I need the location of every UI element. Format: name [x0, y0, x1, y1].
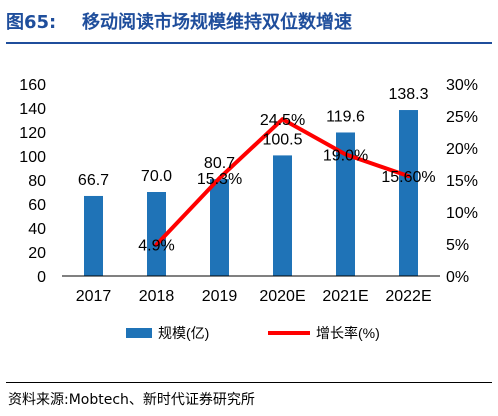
growth-line-series: [154, 117, 411, 247]
right-y-axis: 0% 5% 10% 15% 20% 25% 30%: [446, 77, 478, 286]
figure-title: 图65: 移动阅读市场规模维持双位数增速: [6, 10, 352, 36]
right-axis-tick-label: 15%: [446, 173, 478, 190]
right-axis-tick-label: 10%: [446, 205, 478, 222]
x-axis-tick-label: 2022E: [385, 288, 431, 305]
x-axis-tick-label: 2021E: [322, 288, 368, 305]
bar: [336, 132, 355, 276]
left-axis-tick-label: 60: [28, 197, 46, 214]
x-axis-tick-label: 2018: [139, 288, 175, 305]
bar: [399, 110, 418, 276]
left-axis-tick-label: 120: [19, 125, 46, 142]
right-axis-tick-label: 25%: [446, 109, 478, 126]
right-axis-tick-label: 0%: [446, 269, 469, 286]
bar: [273, 155, 292, 276]
bar-value-label: 66.7: [78, 172, 109, 189]
left-axis-tick-label: 160: [19, 77, 46, 94]
left-y-axis: 0 20 40 60 80 100 120 140 160: [19, 77, 46, 286]
legend-bar-swatch: [126, 328, 152, 338]
x-axis: 2017 2018 2019 2020E 2021E 2022E: [62, 275, 440, 305]
legend: 规模(亿) 增长率(%): [126, 325, 380, 341]
left-axis-tick-label: 40: [28, 221, 46, 238]
right-axis-tick-label: 20%: [446, 141, 478, 158]
bar: [84, 195, 103, 276]
source-rule: [6, 382, 492, 383]
line-data-labels: 4.9% 15.3% 24.5% 19.0% 15.60%: [138, 112, 435, 254]
bar-value-label: 80.7: [204, 155, 235, 172]
chart: 0 20 40 60 80 100 120 140 160 0% 5% 10% 15% 20% 25% 30…: [19, 77, 478, 341]
growth-value-label: 19.0%: [323, 147, 368, 164]
left-axis-tick-label: 140: [19, 101, 46, 118]
growth-value-label: 15.3%: [197, 171, 242, 188]
left-axis-tick-label: 80: [28, 173, 46, 190]
bar-value-label: 119.6: [326, 108, 365, 125]
growth-value-label: 15.60%: [381, 169, 435, 186]
figure-number: 图65:: [6, 12, 57, 33]
bar: [147, 192, 166, 276]
growth-value-label: 4.9%: [138, 238, 174, 255]
bar-value-label: 100.5: [262, 131, 302, 148]
left-axis-tick-label: 0: [37, 269, 46, 286]
bar-value-label: 138.3: [388, 86, 428, 103]
source-note: 资料来源:Mobtech、新时代证券研究所: [8, 392, 255, 408]
bar-value-label: 70.0: [141, 168, 172, 185]
growth-line: [154, 117, 411, 247]
figure-title-text: 移动阅读市场规模维持双位数增速: [82, 12, 352, 33]
title-rule: [6, 42, 492, 44]
right-axis-tick-label: 30%: [446, 77, 478, 94]
bar: [210, 179, 229, 276]
legend-bar-label: 规模(亿): [158, 325, 209, 341]
x-axis-tick-label: 2019: [202, 288, 238, 305]
left-axis-tick-label: 100: [19, 149, 46, 166]
bar-series: [84, 110, 418, 276]
x-axis-tick-label: 2020E: [259, 288, 305, 305]
x-axis-tick-label: 2017: [76, 288, 112, 305]
growth-value-label: 24.5%: [260, 112, 305, 129]
legend-line-label: 增长率(%): [316, 325, 380, 341]
right-axis-tick-label: 5%: [446, 237, 469, 254]
bar-data-labels: 66.7 70.0 80.7 100.5 119.6 138.3: [78, 86, 429, 189]
left-axis-tick-label: 20: [28, 245, 46, 262]
